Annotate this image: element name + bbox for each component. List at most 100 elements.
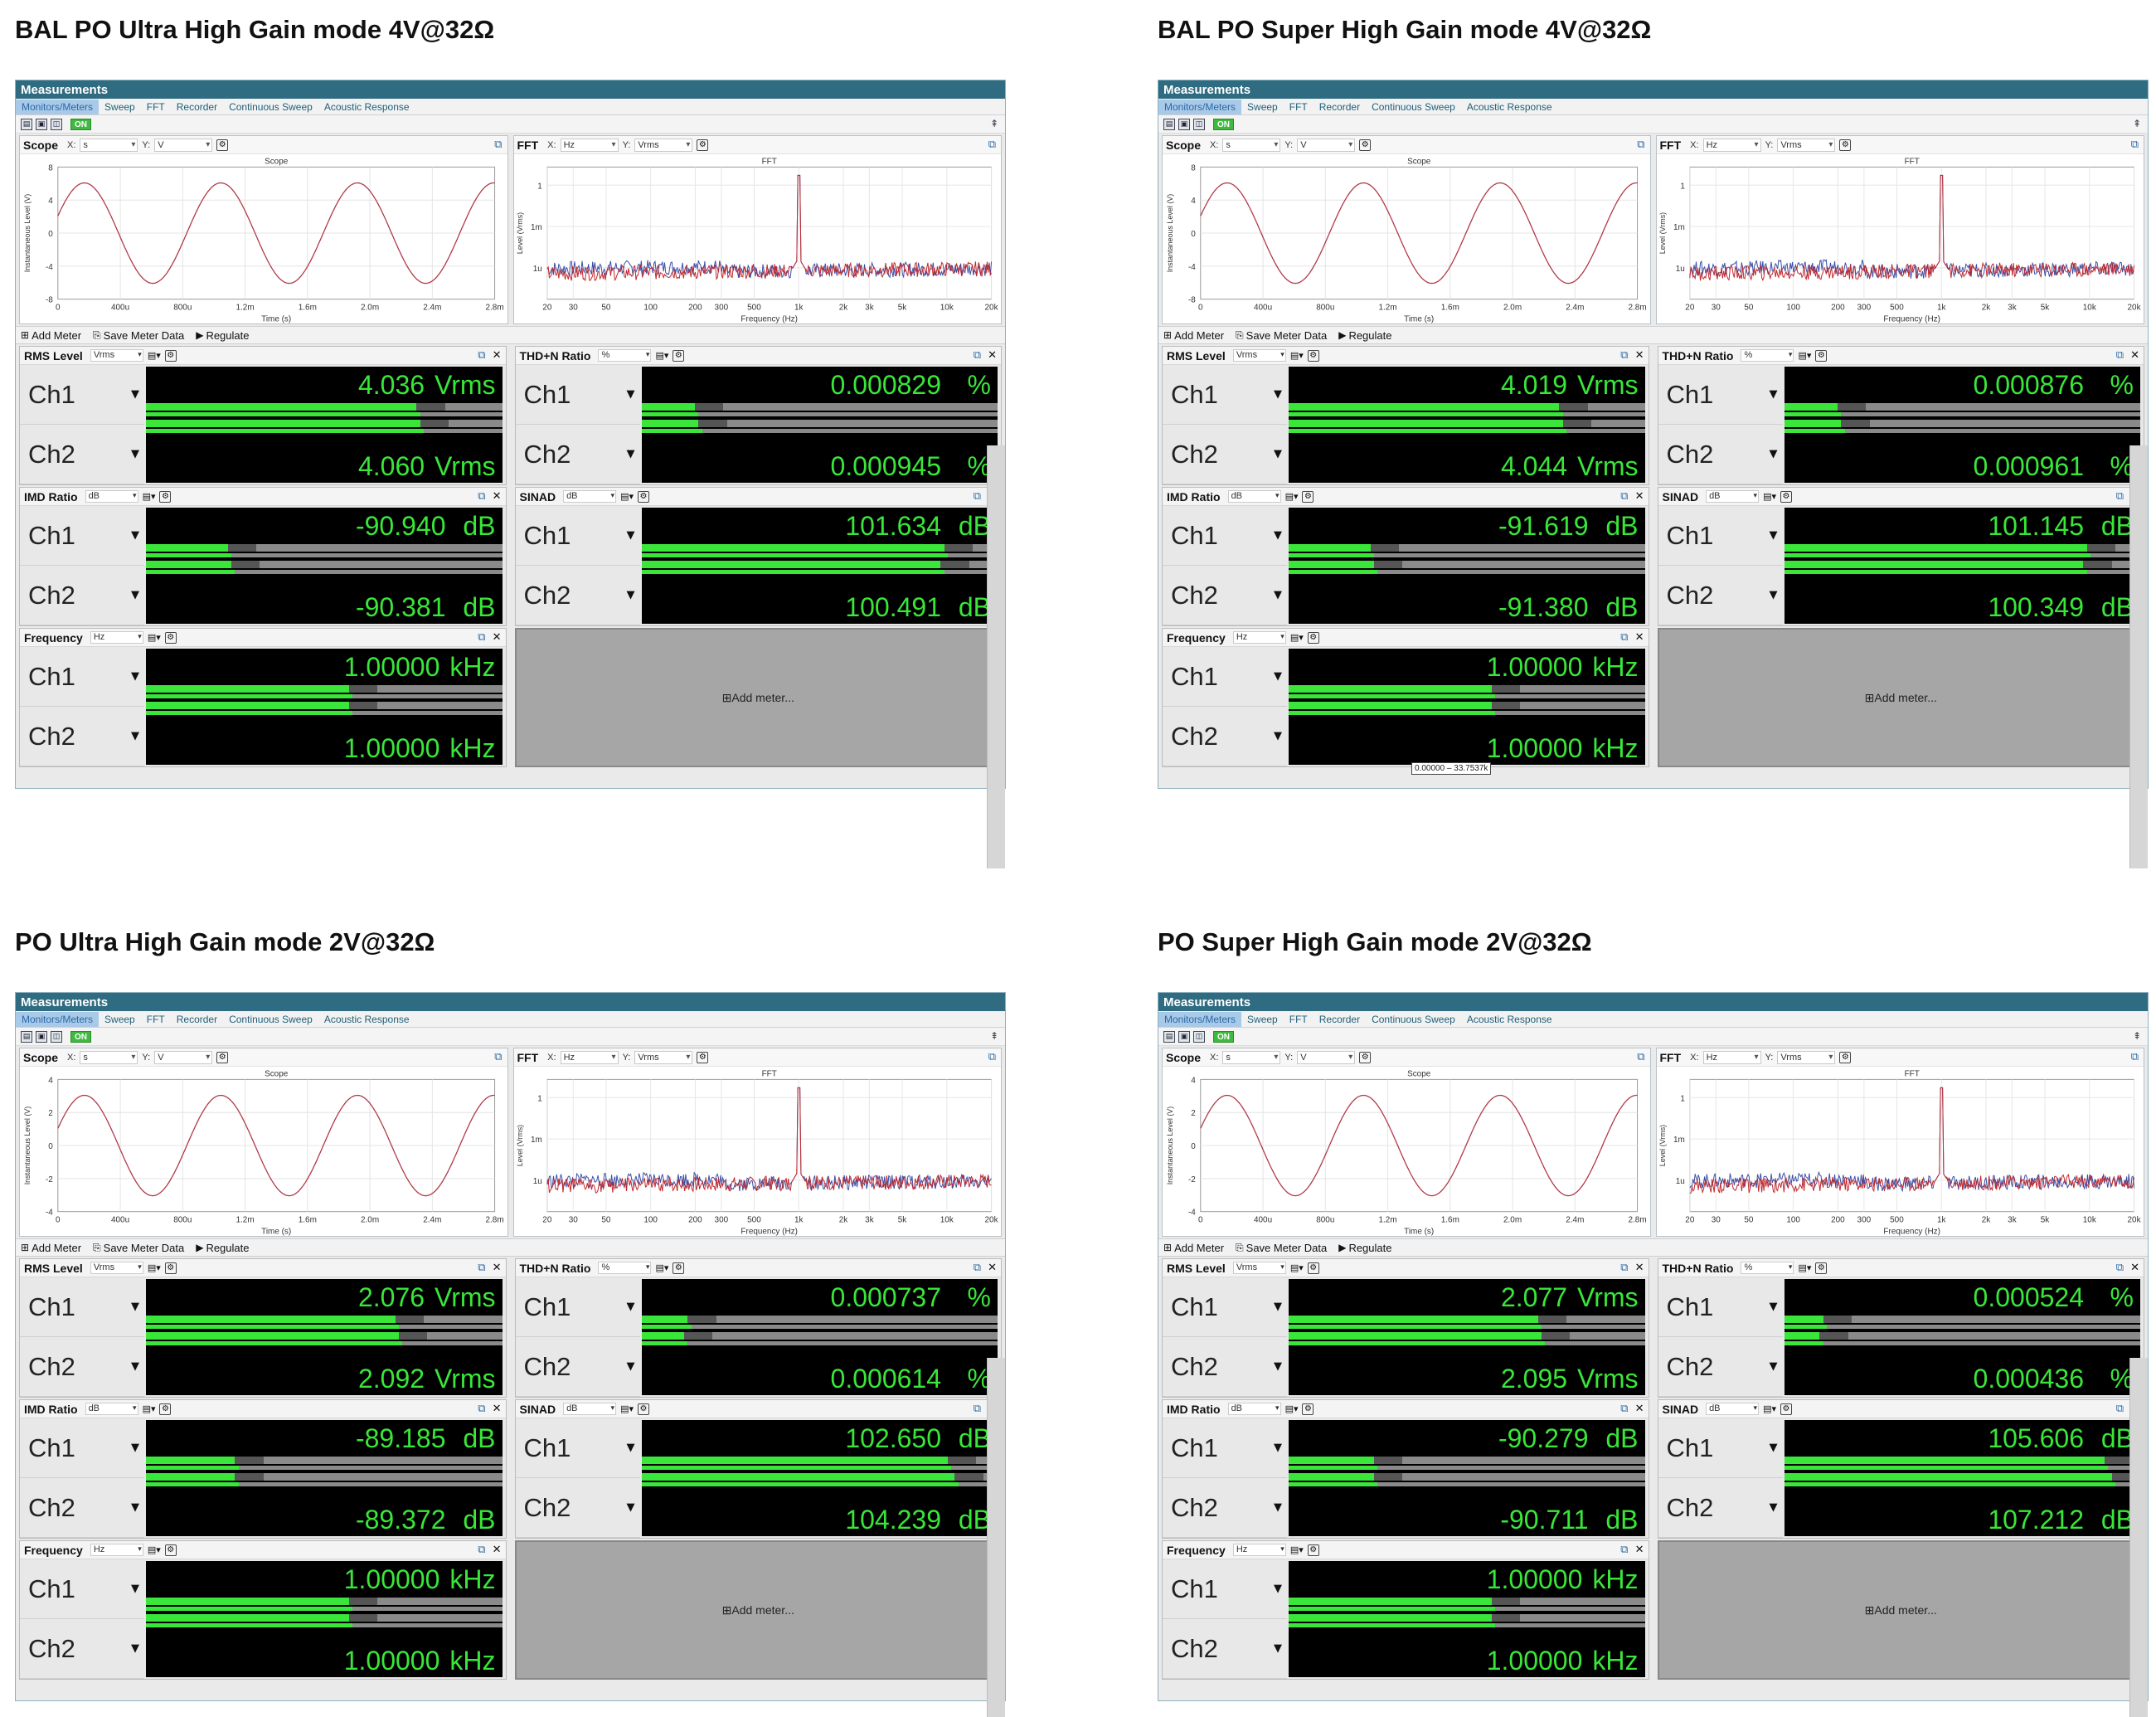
tab-fft[interactable]: FFT	[1289, 100, 1308, 113]
popout-icon[interactable]: ⧉	[2115, 1262, 2124, 1274]
save-meter-data-button[interactable]: ⎘ Save Meter Data	[1236, 329, 1327, 342]
channel-select-ch1[interactable]: Ch1 ▼	[1163, 1277, 1287, 1337]
tab-recorder[interactable]: Recorder	[1318, 100, 1361, 113]
popout-icon[interactable]: ⧉	[1620, 1403, 1629, 1415]
close-icon[interactable]: ✕	[1634, 1544, 1644, 1556]
meter-gear-icon[interactable]: ⚙	[1815, 1262, 1828, 1274]
meter-settings-icon[interactable]: ▤▾	[620, 491, 634, 502]
popout-icon[interactable]: ⧉	[494, 139, 503, 151]
y-unit-select[interactable]: Vrms	[634, 138, 693, 152]
tab-acoustic-response[interactable]: Acoustic Response	[323, 1013, 410, 1025]
tab-recorder[interactable]: Recorder	[176, 100, 218, 113]
x-unit-select[interactable]: s	[80, 138, 138, 152]
graph-settings-icon[interactable]: ⚙	[1839, 1051, 1852, 1063]
channel-select-ch1[interactable]: Ch1 ▼	[1163, 647, 1287, 707]
add-meter-panel[interactable]: ⊞ Add meter...	[1657, 1540, 2144, 1680]
save-layout-icon[interactable]: ▤	[1163, 118, 1175, 130]
channel-select-ch1[interactable]: Ch1 ▼	[515, 1418, 640, 1478]
tab-fft[interactable]: FFT	[146, 1013, 165, 1025]
popout-icon[interactable]: ⧉	[478, 1262, 486, 1274]
channel-select-ch1[interactable]: Ch1 ▼	[1658, 1277, 1783, 1337]
graph-settings-icon[interactable]: ⚙	[216, 1051, 229, 1063]
x-unit-select[interactable]: Hz	[1702, 1050, 1761, 1064]
channel-select-ch1[interactable]: Ch1 ▼	[1163, 1418, 1287, 1478]
meter-gear-icon[interactable]: ⚙	[159, 490, 172, 503]
close-icon[interactable]: ✕	[1634, 349, 1644, 362]
tab-monitors-meters[interactable]: Monitors/Meters	[16, 99, 100, 114]
meter-gear-icon[interactable]: ⚙	[1780, 490, 1792, 503]
x-unit-select[interactable]: Hz	[560, 138, 619, 152]
unit-select[interactable]: %	[598, 349, 652, 362]
on-toggle[interactable]: ON	[1213, 1030, 1234, 1043]
add-meter-button[interactable]: ⊞ Add Meter	[21, 329, 81, 342]
x-unit-select[interactable]: s	[80, 1050, 138, 1064]
channel-select-ch1[interactable]: Ch1 ▼	[1658, 1418, 1783, 1478]
add-meter-button[interactable]: ⊞ Add Meter	[21, 1242, 81, 1254]
channel-select-ch2[interactable]: Ch2 ▼	[1658, 425, 1783, 484]
meter-gear-icon[interactable]: ⚙	[1307, 1262, 1319, 1274]
meter-settings-icon[interactable]: ▤▾	[147, 1544, 161, 1555]
meter-settings-icon[interactable]: ▤▾	[142, 1403, 156, 1414]
on-toggle[interactable]: ON	[1213, 118, 1234, 130]
popout-icon[interactable]: ⧉	[478, 631, 486, 644]
unit-select[interactable]: Hz	[90, 631, 143, 644]
unit-select[interactable]: dB	[1227, 1403, 1281, 1415]
add-meter-panel[interactable]: ⊞ Add meter...	[514, 628, 1002, 767]
add-meter-button[interactable]: ⊞ Add Meter	[1163, 1242, 1224, 1254]
tab-monitors-meters[interactable]: Monitors/Meters	[1158, 99, 1242, 114]
x-unit-select[interactable]: s	[1222, 138, 1281, 152]
tab-acoustic-response[interactable]: Acoustic Response	[1466, 1013, 1552, 1025]
meter-settings-icon[interactable]: ▤▾	[655, 350, 669, 361]
save-layout-icon[interactable]: ▤	[21, 118, 32, 130]
close-icon[interactable]: ✕	[1634, 1262, 1644, 1274]
unit-select[interactable]: Vrms	[90, 349, 143, 362]
popout-icon[interactable]: ⧉	[988, 139, 996, 151]
channel-select-ch2[interactable]: Ch2 ▼	[515, 1337, 640, 1397]
scrollbar[interactable]	[987, 1358, 1005, 1717]
graph-settings-icon[interactable]: ⚙	[1359, 139, 1372, 151]
channel-select-ch2[interactable]: Ch2 ▼	[1658, 1337, 1783, 1397]
channel-select-ch2[interactable]: Ch2 ▼	[1163, 425, 1287, 484]
y-unit-select[interactable]: V	[1297, 138, 1356, 152]
tab-sweep[interactable]: Sweep	[104, 1013, 135, 1025]
popout-icon[interactable]: ⧉	[1620, 490, 1629, 503]
meter-settings-icon[interactable]: ▤▾	[1798, 1262, 1812, 1273]
popout-icon[interactable]: ⧉	[2115, 490, 2124, 503]
tab-monitors-meters[interactable]: Monitors/Meters	[1158, 1011, 1242, 1027]
meter-gear-icon[interactable]: ⚙	[1307, 349, 1319, 362]
popout-icon[interactable]: ⧉	[973, 349, 982, 362]
collapse-icon[interactable]: ⇞	[2132, 1030, 2141, 1042]
channel-select-ch2[interactable]: Ch2 ▼	[515, 566, 640, 625]
tab-continuous-sweep[interactable]: Continuous Sweep	[1372, 1013, 1455, 1025]
popout-icon[interactable]: ⧉	[1620, 631, 1629, 644]
channel-select-ch2[interactable]: Ch2 ▼	[1163, 1337, 1287, 1397]
popout-icon[interactable]: ⧉	[478, 490, 486, 503]
tab-acoustic-response[interactable]: Acoustic Response	[323, 100, 410, 113]
meter-gear-icon[interactable]: ⚙	[673, 349, 685, 362]
channel-select-ch2[interactable]: Ch2 ▼	[1163, 707, 1287, 766]
close-icon[interactable]: ✕	[1634, 631, 1644, 644]
unit-select[interactable]: dB	[563, 1403, 617, 1415]
add-meter-panel[interactable]: ⊞ Add meter...	[1657, 628, 2144, 767]
meter-gear-icon[interactable]: ⚙	[164, 631, 177, 644]
meter-settings-icon[interactable]: ▤▾	[1284, 491, 1299, 502]
unit-select[interactable]: %	[1741, 1262, 1794, 1274]
unit-select[interactable]: Vrms	[1232, 1262, 1286, 1274]
popout-icon[interactable]: ⧉	[973, 1262, 982, 1274]
channel-select-ch1[interactable]: Ch1 ▼	[20, 647, 144, 707]
save-layout-icon[interactable]: ▤	[1163, 1030, 1175, 1043]
meter-gear-icon[interactable]: ⚙	[1302, 490, 1314, 503]
graph-settings-icon[interactable]: ⚙	[1359, 1051, 1372, 1063]
graph-settings-icon[interactable]: ⚙	[1839, 139, 1852, 151]
close-icon[interactable]: ✕	[492, 1403, 502, 1415]
monitor-icon[interactable]: ▣	[36, 118, 47, 130]
scrollbar[interactable]	[987, 445, 1005, 868]
graph-settings-icon[interactable]: ⚙	[697, 1051, 709, 1063]
meter-layout-icon[interactable]: ◫	[51, 118, 62, 130]
close-icon[interactable]: ✕	[988, 1262, 997, 1274]
collapse-icon[interactable]: ⇞	[2132, 118, 2141, 129]
unit-select[interactable]: dB	[1706, 1403, 1760, 1415]
meter-gear-icon[interactable]: ⚙	[1780, 1403, 1792, 1415]
save-meter-data-button[interactable]: ⎘ Save Meter Data	[93, 1242, 184, 1254]
monitor-icon[interactable]: ▣	[36, 1030, 47, 1043]
